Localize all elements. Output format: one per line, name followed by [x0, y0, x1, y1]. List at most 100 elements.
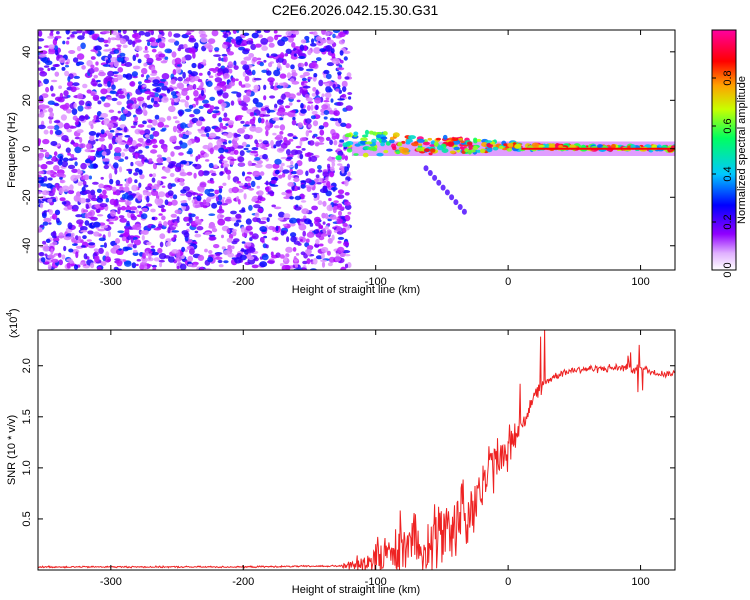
heatmap-cell — [171, 99, 175, 106]
heatmap-cell — [74, 161, 78, 167]
heatmap-cell — [176, 82, 184, 89]
heatmap-cell — [47, 125, 55, 130]
x-tick-label: -200 — [232, 276, 254, 288]
heatmap-cell — [200, 133, 208, 137]
heatmap-cell — [205, 159, 210, 162]
heatmap-cell — [126, 92, 130, 100]
heatmap-cell — [38, 95, 44, 102]
heatmap-cell — [436, 145, 444, 151]
heatmap-cell — [237, 127, 245, 134]
heatmap-cell — [306, 151, 312, 158]
heatmap-cell — [158, 117, 166, 123]
heatmap-cell — [42, 138, 50, 145]
heatmap-cell — [319, 48, 327, 53]
heatmap-cell — [134, 116, 139, 121]
heatmap-cell — [159, 95, 163, 99]
heatmap-cell — [257, 34, 263, 38]
heatmap-cell — [326, 180, 331, 188]
heatmap-cell — [360, 137, 368, 141]
heatmap-cell — [297, 122, 304, 128]
colorbar-tick-label: 0.6 — [722, 118, 734, 133]
heatmap-cell — [201, 150, 205, 154]
heatmap-cell — [138, 81, 142, 85]
heatmap-cell — [174, 120, 180, 124]
heatmap-cell — [50, 66, 56, 71]
heatmap-cell — [444, 189, 450, 196]
heatmap-cell — [263, 114, 271, 117]
heatmap-cell — [313, 197, 318, 201]
heatmap-cell — [242, 49, 250, 55]
heatmap-cell — [481, 142, 489, 147]
heatmap-cell — [124, 62, 133, 67]
heatmap-cell — [170, 213, 177, 218]
heatmap-cell — [227, 120, 235, 126]
heatmap-cell — [160, 60, 168, 64]
heatmap-cell — [322, 200, 327, 207]
heatmap-cell — [326, 39, 335, 45]
heatmap-cell — [265, 244, 269, 249]
heatmap-cell — [313, 31, 318, 37]
heatmap-cell — [118, 199, 127, 203]
heatmap-cell — [274, 34, 279, 41]
heatmap-cell — [324, 213, 329, 220]
heatmap-cell — [249, 118, 256, 125]
heatmap-cell — [336, 231, 344, 235]
heatmap-cell — [80, 229, 88, 233]
heatmap-cell — [92, 94, 100, 102]
heatmap-cell — [167, 163, 174, 169]
heatmap-cell — [298, 56, 306, 59]
heatmap-cell — [239, 150, 245, 157]
heatmap-cell — [90, 92, 96, 96]
heatmap-cell — [354, 143, 361, 147]
heatmap-cell — [204, 188, 211, 195]
heatmap-cell — [486, 147, 493, 153]
heatmap-cell — [97, 37, 105, 43]
heatmap-cell — [38, 191, 42, 195]
heatmap-cell — [86, 143, 92, 150]
heatmap-cell — [209, 147, 214, 155]
heatmap-cell — [90, 56, 96, 60]
heatmap-cell — [79, 137, 83, 143]
heatmap-cell — [299, 153, 304, 160]
heatmap-cell — [333, 200, 339, 204]
heatmap-cell — [245, 91, 252, 97]
heatmap-cell — [492, 146, 499, 151]
heatmap-cell — [150, 190, 159, 196]
heatmap-cell — [266, 70, 272, 76]
heatmap-cell — [261, 45, 268, 51]
heatmap-cell — [170, 151, 175, 157]
heatmap-cell — [188, 216, 193, 224]
heatmap-cell — [55, 184, 59, 189]
heatmap-cell — [415, 147, 424, 152]
heatmap-cell — [149, 173, 153, 177]
heatmap-cell — [152, 173, 157, 178]
heatmap-cell — [432, 174, 438, 181]
heatmap-cell — [266, 53, 270, 58]
heatmap-cell — [294, 195, 302, 201]
heatmap-cell — [179, 172, 188, 177]
heatmap-cell — [152, 267, 157, 270]
heatmap-cell — [86, 162, 91, 166]
spectrogram-y-ticks: -40 -20 0 20 40 — [21, 46, 675, 254]
heatmap-cell — [285, 48, 292, 54]
heatmap-cell — [115, 137, 123, 144]
heatmap-cell — [276, 147, 285, 153]
heatmap-cell — [141, 234, 145, 241]
heatmap-cell — [202, 205, 208, 209]
heatmap-cell — [155, 162, 164, 166]
heatmap-cell — [441, 148, 449, 154]
heatmap-cell — [290, 171, 298, 175]
heatmap-cell — [311, 92, 317, 97]
heatmap-cell — [322, 171, 330, 177]
heatmap-cell — [153, 227, 162, 231]
heatmap-cell — [329, 171, 334, 178]
heatmap-cell — [50, 248, 54, 255]
heatmap-cell — [353, 153, 359, 156]
heatmap-cell — [283, 137, 288, 142]
heatmap-cell — [270, 85, 274, 89]
heatmap-cell — [77, 181, 83, 186]
heatmap-cell — [335, 253, 340, 256]
heatmap-cell — [331, 186, 338, 191]
heatmap-cell — [47, 35, 55, 39]
heatmap-cell — [253, 77, 262, 81]
